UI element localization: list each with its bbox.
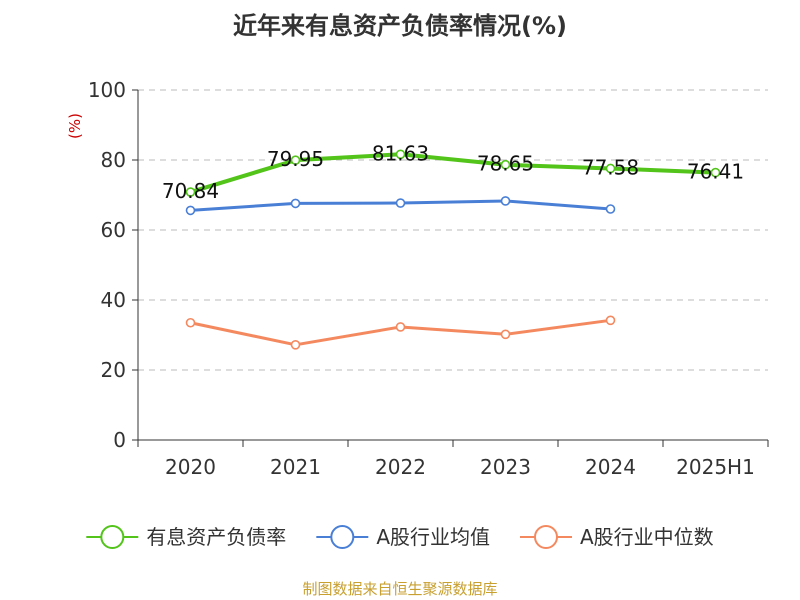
legend-label: A股行业均值 bbox=[376, 525, 490, 549]
y-tick-label: 100 bbox=[88, 78, 126, 102]
data-point bbox=[185, 205, 196, 216]
data-point bbox=[185, 187, 196, 197]
series-group bbox=[185, 149, 721, 350]
x-tick-label: 2023 bbox=[480, 455, 531, 479]
axes: 0 20 40 60 80 100 2020 2021 2022 2023 2024 2025H1 bbox=[88, 78, 769, 479]
x-tick-label: 2024 bbox=[585, 455, 636, 479]
data-point bbox=[290, 198, 301, 209]
x-tick-label: 2020 bbox=[165, 455, 216, 479]
data-label: 78.65 bbox=[477, 152, 534, 176]
source-note: 制图数据来自恒生聚源数据库 bbox=[302, 580, 497, 598]
data-point bbox=[605, 315, 616, 326]
y-tick-label: 80 bbox=[101, 148, 126, 172]
x-tick-label: 2025H1 bbox=[676, 455, 755, 479]
legend-label: 有息资产负债率 bbox=[146, 525, 286, 549]
data-point bbox=[290, 155, 301, 165]
data-label: 81.63 bbox=[372, 141, 429, 165]
data-point bbox=[500, 196, 511, 206]
y-tick-label: 20 bbox=[101, 358, 126, 382]
legend: 有息资产负债率 A股行业均值 A股行业中位数 bbox=[86, 525, 714, 549]
x-tick-label: 2022 bbox=[375, 455, 426, 479]
data-point bbox=[185, 317, 196, 328]
y-axis-unit-label: (%) bbox=[66, 113, 84, 139]
data-point bbox=[605, 204, 616, 214]
chart-title: 近年来有息资产负债率情况(%) bbox=[233, 12, 567, 40]
data-point bbox=[395, 322, 406, 332]
gridlines bbox=[138, 89, 768, 371]
data-labels: 70.84 79.95 81.63 78.65 77.58 76.41 bbox=[162, 141, 744, 203]
data-label: 79.95 bbox=[267, 147, 324, 171]
data-point bbox=[605, 163, 616, 174]
data-label: 77.58 bbox=[582, 155, 639, 179]
data-point bbox=[395, 198, 406, 208]
y-tick-label: 40 bbox=[101, 288, 126, 312]
data-label: 76.41 bbox=[687, 160, 744, 184]
legend-label: A股行业中位数 bbox=[580, 525, 714, 549]
data-point bbox=[500, 329, 511, 340]
data-point bbox=[500, 159, 511, 170]
data-label: 70.84 bbox=[162, 179, 219, 203]
legend-marker bbox=[534, 525, 558, 549]
x-tick-label: 2021 bbox=[270, 455, 321, 479]
legend-marker bbox=[330, 525, 355, 549]
data-point bbox=[710, 167, 721, 178]
data-point bbox=[395, 149, 406, 160]
y-tick-label: 0 bbox=[113, 428, 126, 452]
series-line bbox=[188, 152, 718, 195]
legend-marker bbox=[100, 525, 125, 549]
y-tick-label: 60 bbox=[101, 218, 126, 242]
data-point bbox=[290, 339, 301, 350]
